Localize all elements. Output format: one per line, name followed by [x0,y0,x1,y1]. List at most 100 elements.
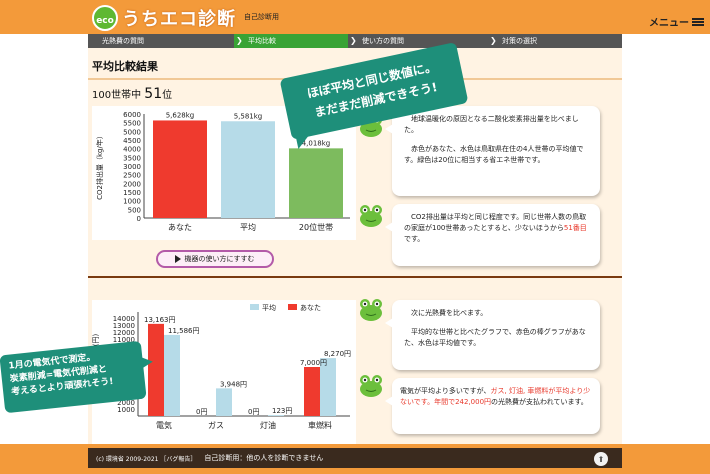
x-tick-label: 車燃料 [308,420,332,430]
y-tick-label: 14000 [113,315,135,323]
bar-you [148,323,164,416]
y-axis-label: (円) [92,334,100,347]
legend-swatch-average [250,304,259,310]
bar [289,148,343,218]
step-nav: 光熱費の質問 ❯ 平均比較 ❯ 使い方の質問 ❯ 対策の選択 [88,34,622,48]
copyright: (c) 環境省 2009-2021 ［バグ報告］ [96,455,197,463]
footer-info: (c) 環境省 2009-2021 ［バグ報告］ 自己診断用：他の人を診断できま… [88,448,622,468]
bar-value-label: 4,018kg [302,139,331,147]
menu-label: メニュー [649,18,689,29]
bar-value-label-average: 11,586円 [168,327,200,335]
step-label: 使い方の質問 [362,37,404,45]
legend-swatch-you [288,304,297,310]
y-tick-label: 2000 [117,399,135,407]
rank-highlight: 51番目 [563,224,587,232]
section-title: 平均比較結果 [92,60,158,73]
bar-average [320,358,336,416]
x-tick-label: 電気 [156,420,172,430]
y-tick-label: 4500 [123,137,141,145]
frog-icon [360,205,382,227]
step-usage-questions[interactable]: ❯ 使い方の質問 [348,34,488,48]
eco-logo-icon: eco [92,5,118,31]
bar-value-label-you: 0円 [248,408,259,416]
step-label: 光熱費の質問 [102,37,144,45]
legend-label-average: 平均 [262,303,276,312]
hamburger-icon [692,17,704,26]
message-text: です。 [404,235,425,243]
bar [153,120,207,218]
x-tick-label: 平均 [240,222,256,232]
message-text: 電気が平均より多いですが、 [400,387,491,395]
rank-readout: 100世帯中 51位 [92,86,172,102]
message-text: 地球温暖化の原因となる二酸化炭素排出量を比べました。 [404,115,579,134]
frog-icon [360,299,382,321]
y-tick-label: 4000 [123,146,141,154]
go-to-device-usage-button[interactable]: 機器の使い方にすすむ [156,250,274,268]
x-tick-label: 20位世帯 [299,222,333,232]
message-cost-intro: 次に光熱費を比べます。 平均的な世帯と比べたグラフで、赤色の棒グラフがあなた、水… [385,300,600,370]
app-title: うちエコ診断 [122,9,236,30]
chevron-right-icon: ❯ [490,36,497,45]
bar-you [304,367,320,416]
x-tick-label: ガス [208,420,224,430]
rank-suffix: 位 [162,90,173,101]
bar-value-label-you: 13,163円 [144,316,176,324]
x-tick-label: 灯油 [260,420,276,430]
chevron-right-icon: ❯ [350,36,357,45]
y-tick-label: 5000 [123,128,141,136]
y-tick-label: 11000 [113,336,135,344]
y-tick-label: 2000 [123,180,141,188]
bar-value-label-you: 7,000円 [300,359,327,367]
y-tick-label: 3000 [123,163,141,171]
bar-value-label-average: 3,948円 [220,380,247,388]
message-co2-rank: CO2排出量は平均と同じ程度です。同じ世帯人数の鳥取の家庭が100世帯あったとす… [385,204,600,266]
step-utility-questions[interactable]: 光熱費の質問 [88,34,234,48]
app-logo[interactable]: eco うちエコ診断 [92,5,236,31]
app-subtitle: 自己診断用 [244,13,279,21]
y-tick-label: 500 [128,206,141,214]
bar-average [268,415,284,416]
bar-value-label: 5,581kg [234,112,263,120]
footer-note: 自己診断用：他の人を診断できません [204,454,324,462]
scroll-top-button[interactable]: ⬆ [594,452,608,466]
co2-chart-svg: CO2排出量（kg/年） 0500100015002000250030003500… [95,111,350,232]
play-icon [175,255,182,263]
message-cost-summary: 電気が平均より多いですが、ガス, 灯油, 車燃料が平均より少ないです。年間で24… [385,378,600,434]
y-tick-label: 5500 [123,120,141,128]
header-bar [0,0,710,34]
y-tick-label: 1000 [117,406,135,414]
bar-value-label-average: 123円 [272,407,292,415]
y-tick-label: 3500 [123,154,141,162]
y-tick-label: 1000 [123,198,141,206]
y-axis-label: CO2排出量（kg/年） [95,132,104,200]
chevron-right-icon: ❯ [236,36,243,45]
message-text: の光熱費が支払われています。 [491,398,588,406]
step-label: 平均比較 [248,37,276,45]
message-highlight: ガス, 灯油, 車燃料が平均より少ないです。年間で242,000円 [400,387,591,406]
y-tick-label: 13000 [113,322,135,330]
bar-average [216,388,232,416]
menu-button[interactable]: メニュー [649,14,704,29]
y-tick-label: 1500 [123,189,141,197]
y-tick-label: 0 [137,215,141,223]
bar-value-label: 5,628kg [166,111,195,119]
message-text: 次に光熱費を比べます。 [411,309,488,317]
y-tick-label: 12000 [113,329,135,337]
message-co2-intro: 地球温暖化の原因となる二酸化炭素排出量を比べました。 赤色があなた、水色は鳥取県… [385,106,600,196]
y-tick-label: 2500 [123,172,141,180]
bar-value-label-you: 0円 [196,408,207,416]
message-text: CO2排出量は平均と同じ程度です。同じ世帯人数の鳥取の家庭が100世帯あったとす… [404,213,587,232]
message-text: 赤色があなた、水色は鳥取県在住の4人世帯の平均値です。緑色は20位に相当する省エ… [404,145,584,164]
step-label: 対策の選択 [502,37,537,45]
arrow-up-icon: ⬆ [597,454,605,464]
step-measure-selection[interactable]: ❯ 対策の選択 [488,34,622,48]
y-tick-label: 6000 [123,111,141,119]
legend-label-you: あなた [300,304,321,312]
button-label: 機器の使い方にすすむ [184,255,255,263]
rank-value: 51 [144,86,163,102]
bar-average [164,334,180,416]
message-text: 平均的な世帯と比べたグラフで、赤色の棒グラフがあなた、水色は平均値です。 [404,328,586,347]
frog-icon [360,375,382,397]
bar-value-label-average: 8,270円 [324,350,351,358]
step-average-comparison[interactable]: ❯ 平均比較 [234,34,348,48]
